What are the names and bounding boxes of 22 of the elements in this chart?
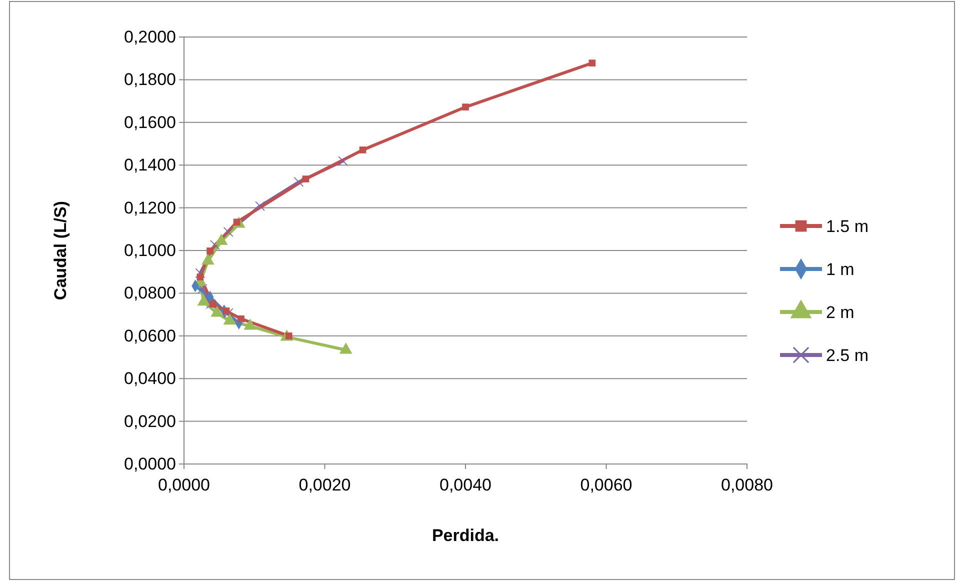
y-tick-label: 0,1400 bbox=[124, 156, 176, 175]
legend-label: 1.5 m bbox=[826, 217, 869, 236]
y-tick-label: 0,0400 bbox=[124, 369, 176, 388]
legend-label: 1 m bbox=[826, 260, 854, 279]
y-tick-label: 0,0200 bbox=[124, 412, 176, 431]
y-tick-label: 0,2000 bbox=[124, 27, 176, 46]
y-tick-label: 0,1600 bbox=[124, 112, 176, 132]
y-axis-title: Caudal (L/S) bbox=[51, 200, 70, 300]
y-tick-label: 0,1000 bbox=[124, 240, 176, 260]
y-tick-label: 0,0000 bbox=[124, 454, 176, 474]
legend-label: 2 m bbox=[826, 303, 854, 322]
x-tick-label: 0,0020 bbox=[298, 476, 351, 495]
x-tick-label: 0,0080 bbox=[721, 476, 773, 495]
y-tick-label: 0,0800 bbox=[124, 284, 176, 303]
y-tick-label: 0,0600 bbox=[124, 326, 176, 346]
legend-label: 2.5 m bbox=[826, 346, 869, 365]
y-tick-label: 0,1200 bbox=[124, 198, 176, 218]
x-axis-title: Perdida. bbox=[432, 526, 500, 545]
x-tick-label: 0,0060 bbox=[580, 476, 632, 495]
x-tick-label: 0,0040 bbox=[440, 476, 492, 495]
y-tick-label: 0,1800 bbox=[124, 70, 176, 90]
x-tick-label: 0,0000 bbox=[158, 476, 210, 495]
